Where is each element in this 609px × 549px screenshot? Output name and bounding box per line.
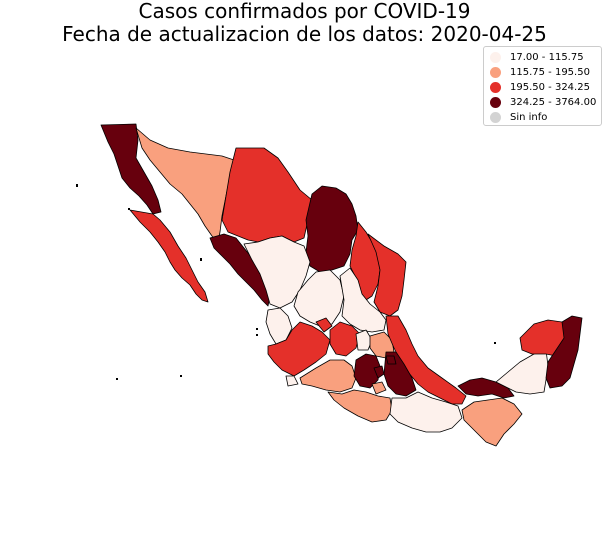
- island-mark: [494, 342, 496, 344]
- legend-swatch-icon: [490, 52, 501, 63]
- state-tamaulipas: [367, 233, 407, 317]
- state-colima: [285, 375, 299, 387]
- map-title: Casos confirmados por COVID-19 Fecha de …: [0, 0, 609, 46]
- legend-label: 17.00 - 115.75: [510, 52, 584, 63]
- state-baja-california: [100, 123, 162, 215]
- legend: 17.00 - 115.75 115.75 - 195.50 195.50 - …: [483, 46, 602, 126]
- island-mark: [116, 378, 118, 380]
- island-mark: [76, 184, 78, 187]
- legend-swatch-icon: [490, 112, 501, 123]
- map-title-line-1: Casos confirmados por COVID-19: [138, 0, 471, 23]
- legend-item: Sin info: [490, 110, 597, 125]
- state-jalisco: [267, 321, 331, 377]
- state-zacatecas: [293, 269, 345, 327]
- state-sinaloa: [209, 233, 271, 307]
- legend-swatch-icon: [490, 67, 501, 78]
- legend-swatch-icon: [490, 97, 501, 108]
- map-title-line-2: Fecha de actualizacion de los datos: 202…: [62, 22, 547, 46]
- state-mexico: [353, 353, 381, 389]
- state-quintana-roo: [545, 315, 583, 389]
- legend-swatch-icon: [490, 82, 501, 93]
- state-baja-california-sur: [129, 209, 209, 303]
- island-mark: [256, 334, 258, 336]
- island-mark: [200, 258, 202, 261]
- state-durango: [243, 235, 311, 309]
- island-mark: [256, 328, 258, 330]
- state-chihuahua: [221, 147, 313, 243]
- state-chiapas: [461, 397, 523, 447]
- state-morelos: [371, 381, 387, 395]
- state-guerrero: [327, 389, 393, 423]
- state-tlaxcala: [385, 355, 397, 365]
- state-aguascalientes: [315, 317, 333, 333]
- state-coahuila: [305, 185, 359, 273]
- state-guanajuato: [329, 321, 361, 357]
- legend-item: 195.50 - 324.25: [490, 80, 597, 95]
- state-michoacan: [299, 359, 357, 393]
- legend-label: 324.25 - 3764.00: [510, 97, 597, 108]
- legend-label: 115.75 - 195.50: [510, 67, 590, 78]
- legend-label: 195.50 - 324.25: [510, 82, 590, 93]
- legend-item: 324.25 - 3764.00: [490, 95, 597, 110]
- legend-item: 115.75 - 195.50: [490, 65, 597, 80]
- island-mark: [180, 375, 182, 377]
- state-oaxaca: [389, 391, 463, 433]
- state-san-luis-potosi: [339, 267, 387, 333]
- island-mark: [128, 208, 130, 210]
- legend-item: 17.00 - 115.75: [490, 50, 597, 65]
- legend-label: Sin info: [510, 112, 548, 123]
- state-tabasco: [457, 377, 515, 399]
